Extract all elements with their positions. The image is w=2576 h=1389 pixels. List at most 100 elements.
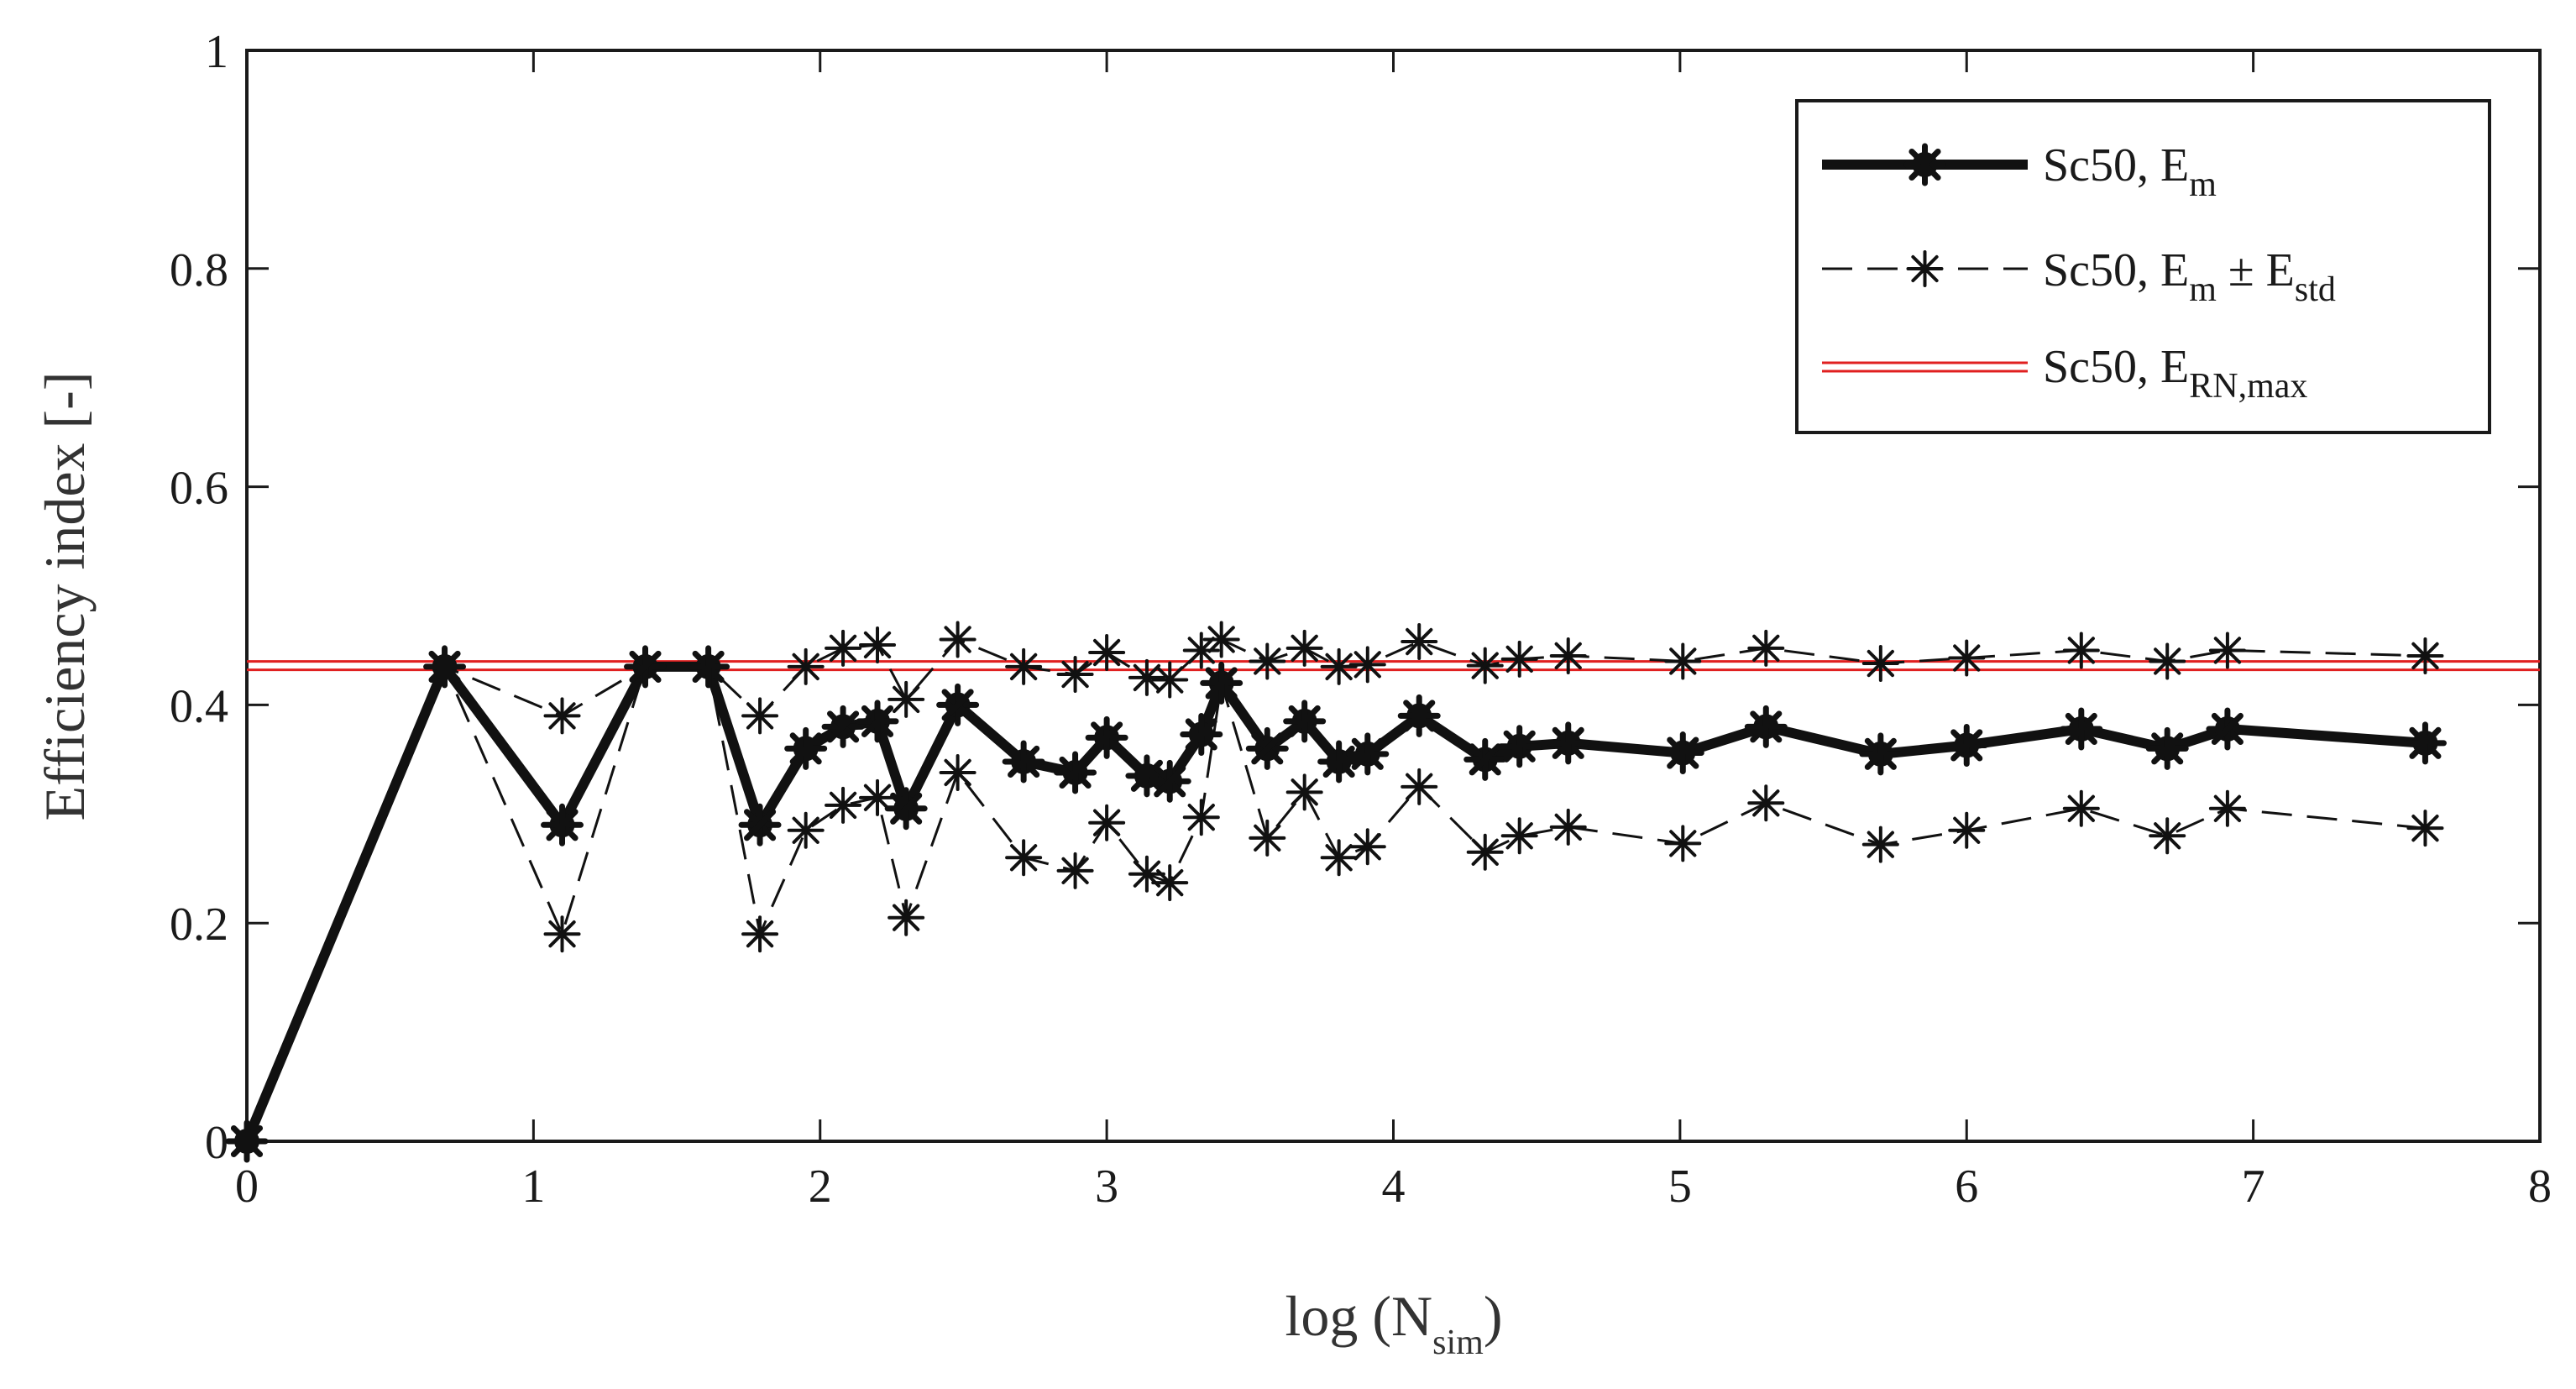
series-marker-std: [825, 629, 862, 667]
series-marker-mean: [936, 683, 980, 726]
marker-arm: [944, 758, 971, 787]
x-axis-label-close: ): [1484, 1284, 1503, 1348]
series-marker-std: [1202, 621, 1240, 658]
marker-arm: [2067, 637, 2095, 664]
marker-arm: [861, 705, 894, 737]
series-marker-std: [1088, 804, 1126, 841]
series-marker-std: [2062, 789, 2100, 827]
series-marker-std: [1249, 642, 1286, 680]
marker-arm: [744, 809, 777, 841]
marker-arm: [1503, 730, 1536, 763]
legend-entry-std-sub: m: [2189, 270, 2217, 309]
series-marker-mean: [884, 787, 928, 831]
series-marker-std: [1861, 645, 1899, 683]
marker-arm: [2411, 642, 2439, 670]
marker-arm: [1325, 844, 1353, 872]
series-marker-mean: [1463, 737, 1507, 781]
x-tick-label: 4: [1382, 1161, 1406, 1213]
marker-arm: [1205, 667, 1238, 700]
x-tick-label: 8: [2528, 1161, 2552, 1213]
series-marker-mean: [2403, 721, 2447, 765]
series-marker-std: [2208, 789, 2246, 827]
marker-arm: [1864, 737, 1897, 770]
series-marker-std: [787, 647, 825, 685]
marker-arm: [2411, 815, 2439, 842]
marker-arm: [1291, 778, 1318, 806]
marker-arm: [890, 792, 923, 825]
marker-arm: [1911, 254, 1939, 283]
series-marker-mean: [1397, 694, 1441, 737]
series-marker-std: [939, 753, 976, 791]
marker-arm: [1091, 721, 1123, 754]
series-marker-std: [1151, 661, 1189, 699]
series-marker-mean: [2145, 726, 2189, 770]
marker-arm: [1254, 647, 1281, 675]
y-tick-label: 0: [205, 1117, 228, 1169]
marker-arm: [1505, 822, 1533, 850]
marker-arm: [1061, 857, 1089, 884]
legend: Sc50, Em Sc50, Em ± Estd Sc50, ERN,max: [1795, 99, 2491, 434]
legend-entry-std: Sc50, Em ± Estd: [2043, 244, 2336, 309]
marker-arm: [1187, 637, 1215, 664]
series-marker-mean: [1547, 721, 1590, 765]
marker-arm: [546, 809, 579, 841]
series-marker-std: [859, 778, 897, 816]
series-marker-std: [2406, 637, 2444, 674]
marker-arm: [548, 702, 576, 730]
marker-arm: [1908, 148, 1941, 181]
marker-arm: [1403, 700, 1436, 732]
marker-arm: [1505, 645, 1533, 673]
series-marker-std: [1088, 634, 1126, 672]
series-marker-mean: [1245, 726, 1289, 770]
marker-arm: [2211, 712, 2244, 746]
marker-arm: [941, 689, 974, 721]
series-marker-std: [1056, 656, 1094, 694]
series-marker-mean: [1346, 732, 1390, 776]
series-marker-std: [1056, 852, 1094, 889]
series-marker-mean: [1744, 705, 1788, 748]
legend-swatch-std-marker: [1906, 250, 1944, 287]
legend-entry-rnmax: Sc50, ERN,max: [2043, 341, 2307, 406]
marker-arm: [1667, 736, 1699, 769]
series-marker-std: [1948, 811, 1986, 849]
marker-arm: [827, 710, 860, 743]
marker-arm: [692, 650, 725, 683]
series-marker-std: [2149, 817, 2186, 855]
series-marker-std: [1128, 855, 1165, 893]
marker-arm: [1554, 642, 1582, 670]
series-marker-std: [1664, 642, 1702, 680]
series-marker-std: [1128, 658, 1165, 696]
series-marker-std: [825, 786, 862, 824]
legend-entry-mean: Sc50, Em: [2043, 139, 2217, 204]
series-marker-mean: [2060, 707, 2103, 751]
series-marker-std: [1549, 637, 1587, 674]
marker-arm: [1154, 765, 1186, 798]
series-marker-mean: [738, 803, 782, 847]
marker-arm: [1061, 660, 1089, 689]
marker-arm: [2213, 794, 2242, 822]
marker-arm: [1554, 813, 1582, 841]
x-tick-label: 1: [521, 1161, 545, 1213]
series-marker-mean: [821, 705, 865, 748]
marker-arm: [1291, 634, 1318, 662]
series-marker-mean: [1148, 759, 1191, 803]
series-marker-mean: [1054, 751, 1097, 794]
series-marker-std: [1249, 819, 1286, 857]
marker-arm: [893, 685, 920, 714]
y-tick-label: 0.2: [170, 899, 228, 951]
series-marker-mean: [1180, 712, 1223, 756]
marker-arm: [1251, 732, 1284, 765]
marker-arm: [792, 653, 819, 681]
series-marker-std: [887, 899, 925, 936]
x-tick-label: 7: [2242, 1161, 2265, 1213]
series-marker-std: [1320, 647, 1358, 685]
series-marker-std: [2149, 642, 2186, 680]
x-tick-label: 2: [809, 1161, 832, 1213]
series-marker-std: [1005, 647, 1043, 685]
series-marker-mean: [624, 645, 668, 689]
marker-arm: [1353, 833, 1381, 861]
series-marker-std: [1861, 826, 1899, 863]
marker-arm: [944, 626, 971, 653]
marker-arm: [1867, 831, 1894, 858]
marker-arm: [2065, 712, 2097, 746]
